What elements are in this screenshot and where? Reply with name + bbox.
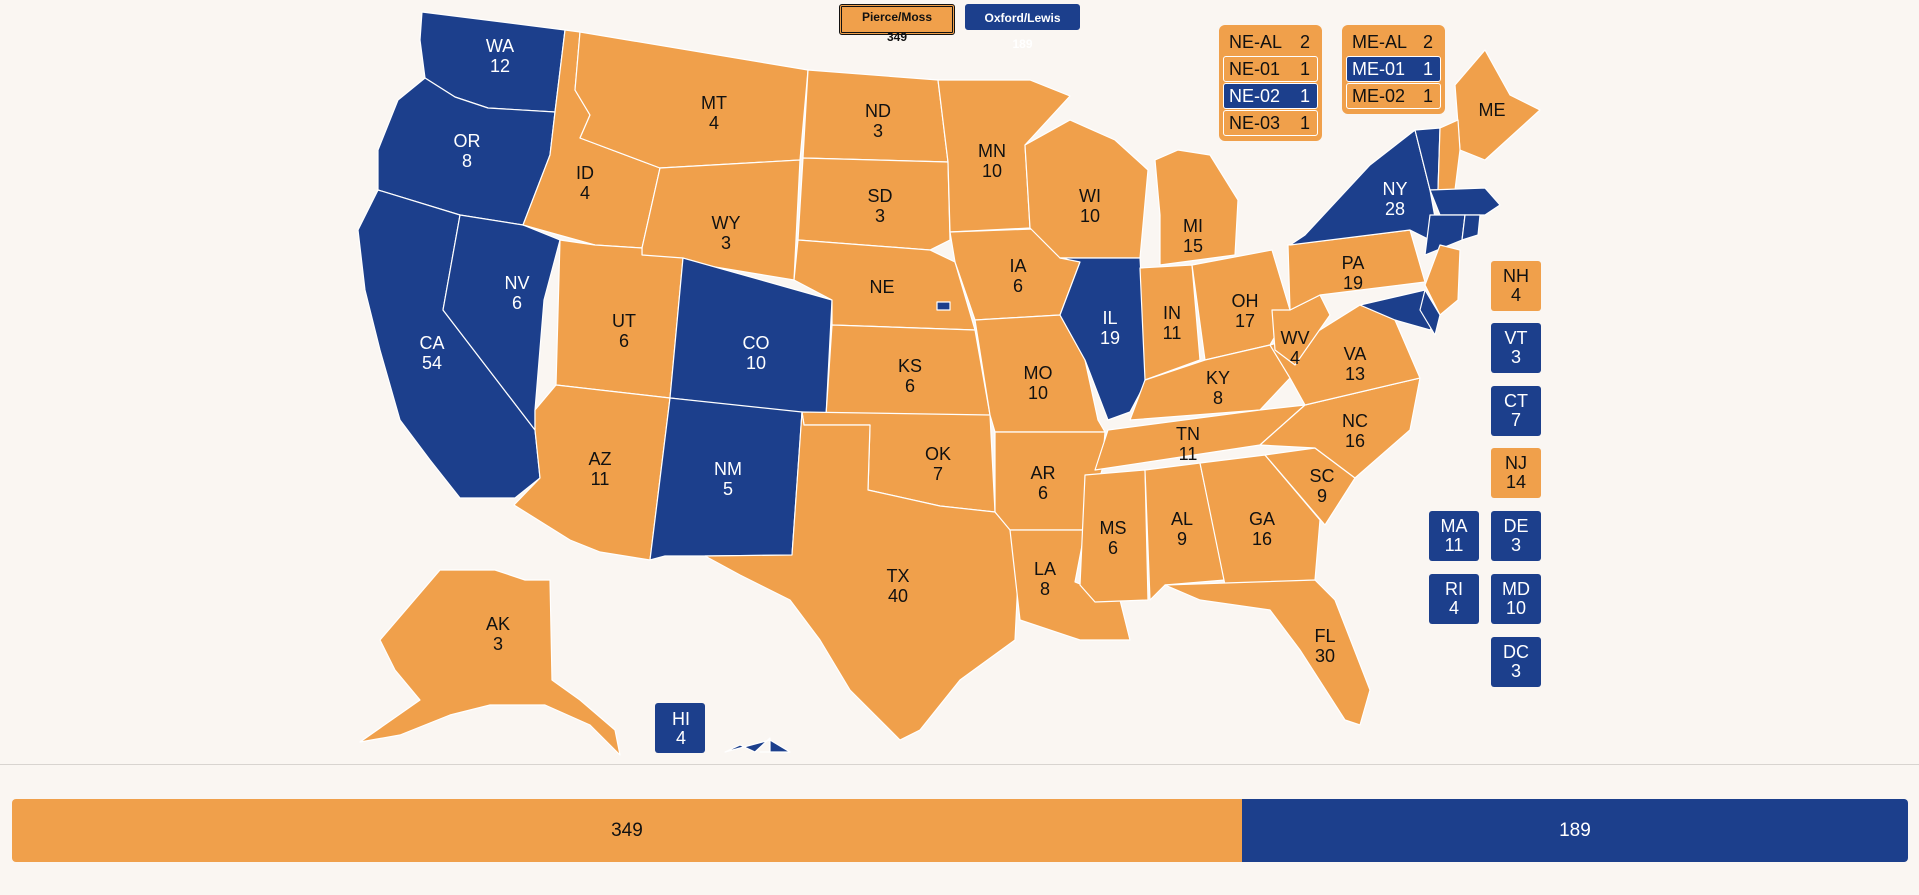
district-label: NE-03 [1229, 113, 1281, 133]
ne-02-district-shape[interactable] [936, 301, 951, 311]
small-state-ev: 4 [1510, 285, 1521, 305]
district-label: ME-AL [1352, 32, 1408, 52]
district-ev: 1 [1422, 86, 1433, 106]
oxford-lewis-legend-button[interactable]: Oxford/Lewis 189 [965, 4, 1080, 51]
massachusetts-shape[interactable] [1429, 187, 1501, 216]
divider [0, 764, 1919, 765]
district-ev: 1 [1299, 59, 1310, 79]
small-state-ev: 7 [1510, 410, 1521, 430]
state-ms[interactable] [1079, 469, 1149, 603]
district-ev: 1 [1299, 113, 1310, 133]
state-nv[interactable] [442, 214, 561, 431]
district-label: ME-02 [1352, 86, 1406, 106]
small-state-label: DE [1503, 516, 1529, 536]
district-ev: 1 [1299, 86, 1310, 106]
pierce-moss-legend-button[interactable]: Pierce/Moss 349 [839, 4, 955, 44]
small-state-label: DC [1503, 642, 1529, 662]
new-hampshire-shape[interactable] [1437, 119, 1461, 191]
state-in[interactable] [1139, 264, 1201, 381]
state-al[interactable] [1144, 462, 1226, 601]
small-state-box-ct[interactable]: CT 7 [1491, 386, 1541, 436]
small-state-box-nh[interactable]: NH 4 [1491, 261, 1541, 311]
small-state-ev: 11 [1444, 535, 1464, 555]
district-label: NE-01 [1229, 59, 1281, 79]
state-va[interactable] [1269, 304, 1421, 406]
state-mi[interactable] [1154, 149, 1239, 266]
oxford-vote-bar: 189 [1241, 799, 1908, 862]
small-state-box-md[interactable]: MD 10 [1491, 574, 1541, 624]
delaware-shape[interactable] [1419, 289, 1441, 336]
district-row-me-02[interactable]: ME-02 1 [1346, 83, 1441, 109]
state-ut[interactable] [555, 239, 684, 399]
district-ev: 1 [1422, 59, 1433, 79]
district-ev: 2 [1299, 32, 1310, 52]
district-row-ne-02[interactable]: NE-02 1 [1223, 83, 1318, 109]
state-me[interactable] [1454, 49, 1541, 161]
small-state-box-de[interactable]: DE 3 [1491, 511, 1541, 561]
state-mt[interactable] [574, 31, 809, 169]
small-state-ev: 3 [1510, 347, 1521, 367]
state-ga[interactable] [1199, 454, 1321, 586]
small-state-ev: 4 [1448, 598, 1459, 618]
us-map-svg: WA12OR8CA54NV6ID4MT4WY3UT6AZ11CO10NM5ND3… [357, 11, 1541, 756]
small-state-ev: 14 [1505, 472, 1527, 492]
district-row-me-al[interactable]: ME-AL 2 [1346, 29, 1441, 55]
small-state-ev: 3 [1510, 535, 1521, 555]
state-ks[interactable] [825, 324, 991, 417]
nebraska-districts-panel: NE-AL 2 NE-01 1 NE-02 1 NE-03 1 [1219, 25, 1322, 141]
small-state-label: RI [1445, 579, 1463, 599]
state-sd[interactable] [797, 157, 951, 251]
small-state-label: NJ [1505, 453, 1527, 473]
district-row-ne-01[interactable]: NE-01 1 [1223, 56, 1318, 82]
small-state-box-ri[interactable]: RI 4 [1429, 574, 1479, 624]
electoral-map: WA 12 OR 8 CA 54 NV 6 ID 4 MT 4 WY 3 UT 6 AZ 11 CO 10 NM 5 ND 3… [357, 11, 1541, 756]
small-state-ev: 10 [1505, 598, 1527, 618]
small-state-label: MD [1502, 579, 1530, 599]
small-state-label: MA [1440, 516, 1468, 536]
small-state-label: NH [1503, 266, 1529, 286]
rhode-island-shape[interactable] [1461, 214, 1481, 241]
district-label: ME-01 [1352, 59, 1406, 79]
state-wi[interactable] [1024, 119, 1149, 259]
district-row-ne-al[interactable]: NE-AL 2 [1223, 29, 1318, 55]
small-state-box-ma[interactable]: MA 11 [1429, 511, 1479, 561]
district-label: NE-02 [1229, 86, 1281, 106]
state-fl[interactable] [1164, 579, 1371, 726]
pierce-vote-bar: 349 [12, 799, 1242, 862]
state-ny[interactable] [1289, 129, 1441, 246]
state-hi[interactable] [655, 703, 705, 753]
state-nd[interactable] [802, 69, 949, 163]
district-label: NE-AL [1229, 32, 1283, 52]
new-jersey-shape[interactable] [1424, 244, 1461, 316]
district-ev: 2 [1422, 32, 1433, 52]
district-row-ne-03[interactable]: NE-03 1 [1223, 110, 1318, 136]
maine-districts-panel: ME-AL 2 ME-01 1 ME-02 1 [1342, 25, 1445, 114]
small-state-ev: 3 [1510, 661, 1521, 681]
small-state-box-nj[interactable]: NJ 14 [1491, 448, 1541, 498]
state-nm[interactable] [649, 397, 803, 561]
hawaii-islands-shape[interactable] [724, 737, 791, 753]
district-row-me-01[interactable]: ME-01 1 [1346, 56, 1441, 82]
small-state-box-dc[interactable]: DC 3 [1491, 637, 1541, 687]
small-state-label: VT [1504, 328, 1528, 348]
small-state-box-vt[interactable]: VT 3 [1491, 323, 1541, 373]
state-ak[interactable] [359, 569, 621, 756]
small-state-label: CT [1504, 391, 1528, 411]
electoral-vote-bar: 349 189 [12, 799, 1908, 862]
